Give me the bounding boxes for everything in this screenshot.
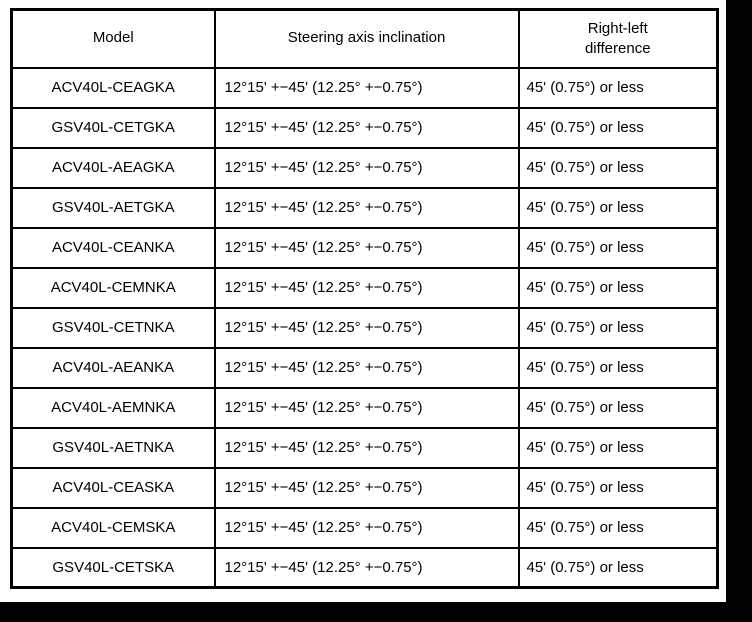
inclination-cell: 12°15' +−45' (12.25° +−0.75°): [213, 66, 520, 109]
model-cell: GSV40L-AETNKA: [10, 426, 216, 469]
difference-cell: 45' (0.75°) or less: [517, 546, 719, 589]
header-steering-axis-inclination-label: Steering axis inclination: [287, 29, 446, 47]
model-cell: ACV40L-CEMNKA: [10, 266, 216, 309]
table-row: GSV40L-AETGKA 12°15' +−45' (12.25° +−0.75…: [10, 186, 719, 229]
inclination-cell: 12°15' +−45' (12.25° +−0.75°): [213, 226, 520, 269]
inclination-cell: 12°15' +−45' (12.25° +−0.75°): [213, 266, 520, 309]
table-row: ACV40L-CEMSKA 12°15' +−45' (12.25° +−0.75…: [10, 506, 719, 549]
table-row: ACV40L-AEMNKA 12°15' +−45' (12.25° +−0.75…: [10, 386, 719, 429]
model-cell: GSV40L-CETSKA: [10, 546, 216, 589]
difference-cell: 45' (0.75°) or less: [517, 66, 719, 109]
inclination-cell: 12°15' +−45' (12.25° +−0.75°): [213, 506, 520, 549]
table-row: GSV40L-CETGKA 12°15' +−45' (12.25° +−0.75…: [10, 106, 719, 149]
table-row: GSV40L-AETNKA 12°15' +−45' (12.25° +−0.75…: [10, 426, 719, 469]
table-row: ACV40L-CEAGKA 12°15' +−45' (12.25° +−0.75…: [10, 66, 719, 109]
scan-edge-right: [726, 0, 752, 622]
difference-cell: 45' (0.75°) or less: [517, 186, 719, 229]
table-row: ACV40L-AEAGKA 12°15' +−45' (12.25° +−0.75…: [10, 146, 719, 189]
table-row: ACV40L-CEANKA 12°15' +−45' (12.25° +−0.75…: [10, 226, 719, 269]
difference-cell: 45' (0.75°) or less: [517, 226, 719, 269]
difference-cell: 45' (0.75°) or less: [517, 146, 719, 189]
inclination-cell: 12°15' +−45' (12.25° +−0.75°): [213, 386, 520, 429]
model-cell: GSV40L-CETNKA: [10, 306, 216, 349]
header-right-left-difference: Right-left difference: [517, 8, 719, 69]
steering-axis-inclination-table: Model Steering axis inclination Right-le…: [10, 8, 719, 589]
difference-cell: 45' (0.75°) or less: [517, 466, 719, 509]
model-cell: GSV40L-AETGKA: [10, 186, 216, 229]
table-row: ACV40L-CEMNKA 12°15' +−45' (12.25° +−0.75…: [10, 266, 719, 309]
difference-cell: 45' (0.75°) or less: [517, 266, 719, 309]
model-cell: ACV40L-AEANKA: [10, 346, 216, 389]
header-model-label: Model: [92, 29, 134, 47]
inclination-cell: 12°15' +−45' (12.25° +−0.75°): [213, 346, 520, 389]
difference-cell: 45' (0.75°) or less: [517, 346, 719, 389]
inclination-cell: 12°15' +−45' (12.25° +−0.75°): [213, 466, 520, 509]
header-right-left-difference-label: Right-left difference: [584, 19, 651, 57]
table-header-row: Model Steering axis inclination Right-le…: [10, 8, 719, 69]
difference-cell: 45' (0.75°) or less: [517, 306, 719, 349]
inclination-cell: 12°15' +−45' (12.25° +−0.75°): [213, 546, 520, 589]
model-cell: GSV40L-CETGKA: [10, 106, 216, 149]
inclination-cell: 12°15' +−45' (12.25° +−0.75°): [213, 306, 520, 349]
table-row: ACV40L-CEASKA 12°15' +−45' (12.25° +−0.75…: [10, 466, 719, 509]
model-cell: ACV40L-AEMNKA: [10, 386, 216, 429]
difference-cell: 45' (0.75°) or less: [517, 386, 719, 429]
table-row: ACV40L-AEANKA 12°15' +−45' (12.25° +−0.75…: [10, 346, 719, 389]
model-cell: ACV40L-CEASKA: [10, 466, 216, 509]
model-cell: ACV40L-CEAGKA: [10, 66, 216, 109]
model-cell: ACV40L-AEAGKA: [10, 146, 216, 189]
header-model: Model: [10, 8, 216, 69]
inclination-cell: 12°15' +−45' (12.25° +−0.75°): [213, 106, 520, 149]
model-cell: ACV40L-CEMSKA: [10, 506, 216, 549]
difference-cell: 45' (0.75°) or less: [517, 506, 719, 549]
header-steering-axis-inclination: Steering axis inclination: [213, 8, 520, 69]
model-cell: ACV40L-CEANKA: [10, 226, 216, 269]
inclination-cell: 12°15' +−45' (12.25° +−0.75°): [213, 146, 520, 189]
difference-cell: 45' (0.75°) or less: [517, 426, 719, 469]
table-row: GSV40L-CETNKA 12°15' +−45' (12.25° +−0.75…: [10, 306, 719, 349]
inclination-cell: 12°15' +−45' (12.25° +−0.75°): [213, 186, 520, 229]
scan-edge-bottom: [0, 602, 752, 622]
difference-cell: 45' (0.75°) or less: [517, 106, 719, 149]
table-body: ACV40L-CEAGKA 12°15' +−45' (12.25° +−0.75…: [10, 66, 719, 589]
inclination-cell: 12°15' +−45' (12.25° +−0.75°): [213, 426, 520, 469]
table-row: GSV40L-CETSKA 12°15' +−45' (12.25° +−0.75…: [10, 546, 719, 589]
